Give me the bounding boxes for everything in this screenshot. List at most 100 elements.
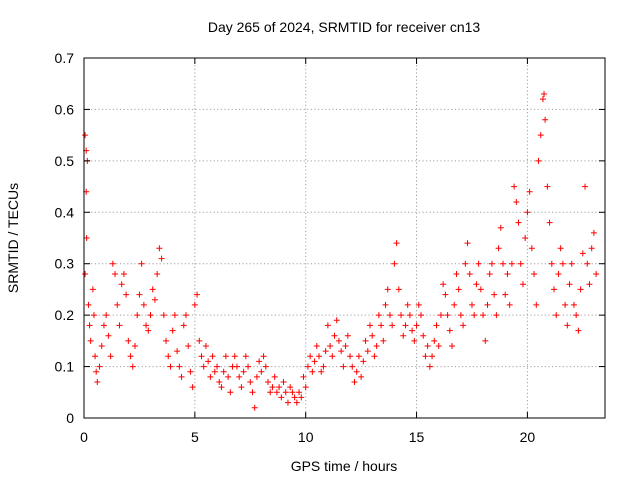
data-point [533, 301, 540, 308]
data-point [508, 260, 515, 267]
data-point [171, 312, 178, 319]
data-point [300, 373, 307, 380]
data-point [189, 384, 196, 391]
data-point [515, 219, 522, 226]
y-axis-label: SRMTID / TECUs [5, 183, 21, 293]
data-point [340, 363, 347, 370]
data-point [537, 132, 544, 139]
data-point [131, 343, 138, 349]
data-point [82, 132, 89, 139]
data-point [273, 389, 280, 396]
y-tick-label: 0.2 [55, 307, 75, 323]
data-point [94, 379, 101, 385]
data-point [351, 379, 358, 385]
data-point [280, 379, 287, 385]
data-point [475, 260, 482, 267]
data-point [466, 271, 473, 277]
data-point [83, 235, 90, 241]
data-point [373, 343, 380, 349]
data-point [269, 384, 276, 391]
data-point [393, 240, 400, 247]
data-point [588, 245, 595, 252]
data-point [497, 224, 504, 231]
data-point [584, 260, 591, 267]
data-point [590, 229, 597, 236]
data-point [400, 332, 407, 339]
data-point [542, 116, 549, 123]
data-point [114, 301, 121, 308]
data-point [109, 260, 116, 267]
data-point [484, 301, 491, 308]
data-point [320, 363, 327, 370]
data-point [202, 343, 209, 349]
data-point [404, 301, 411, 308]
data-point [577, 286, 584, 293]
data-point [105, 332, 112, 339]
data-point [265, 379, 272, 385]
data-point [284, 399, 291, 406]
data-point [291, 394, 298, 401]
data-point [417, 312, 424, 319]
data-point [100, 322, 107, 329]
data-point [253, 373, 260, 380]
data-point [200, 363, 207, 370]
data-point [349, 363, 356, 370]
data-point [360, 358, 367, 365]
data-point [205, 358, 212, 365]
y-tick-label: 0.5 [55, 153, 75, 169]
data-point [82, 271, 89, 277]
data-point [316, 353, 323, 360]
data-point [422, 353, 429, 360]
data-point [355, 353, 362, 360]
data-point [309, 368, 316, 375]
data-point [557, 245, 564, 252]
data-point [411, 337, 418, 344]
data-point [149, 286, 156, 293]
data-point [258, 368, 265, 375]
data-point [222, 353, 229, 360]
data-point [362, 337, 369, 344]
data-point [236, 373, 243, 380]
data-point [579, 250, 586, 257]
data-point [535, 157, 542, 164]
data-point [511, 183, 518, 190]
data-point [473, 281, 480, 288]
data-point [433, 322, 440, 329]
data-point [169, 327, 176, 334]
data-point [127, 353, 134, 360]
data-point [468, 301, 475, 308]
data-point [287, 384, 294, 391]
data-point [431, 337, 438, 344]
data-point [196, 337, 203, 344]
data-point [218, 384, 225, 391]
data-point [90, 312, 97, 319]
data-point [375, 312, 382, 319]
data-point [85, 301, 92, 308]
data-point [134, 312, 141, 319]
data-point [174, 348, 181, 355]
data-point [544, 183, 551, 190]
data-point [395, 286, 402, 293]
data-point [87, 337, 94, 344]
data-point [555, 271, 562, 277]
data-point [435, 343, 442, 349]
data-point [182, 312, 189, 319]
data-point [123, 291, 130, 298]
data-point [125, 337, 132, 344]
y-tick-label: 0.6 [55, 101, 75, 117]
data-point [517, 260, 524, 267]
y-tick-label: 0.4 [55, 204, 75, 220]
data-point [242, 353, 249, 360]
y-tick-label: 0.7 [55, 50, 75, 66]
y-tick-label: 0 [66, 410, 74, 426]
data-point [154, 271, 161, 277]
data-point [145, 327, 152, 334]
data-point [176, 363, 183, 370]
data-point [551, 286, 558, 293]
x-axis-label: GPS time / hours [291, 458, 398, 474]
data-point [302, 384, 309, 391]
data-point [575, 327, 582, 334]
data-point [593, 271, 600, 277]
data-point [278, 394, 285, 401]
